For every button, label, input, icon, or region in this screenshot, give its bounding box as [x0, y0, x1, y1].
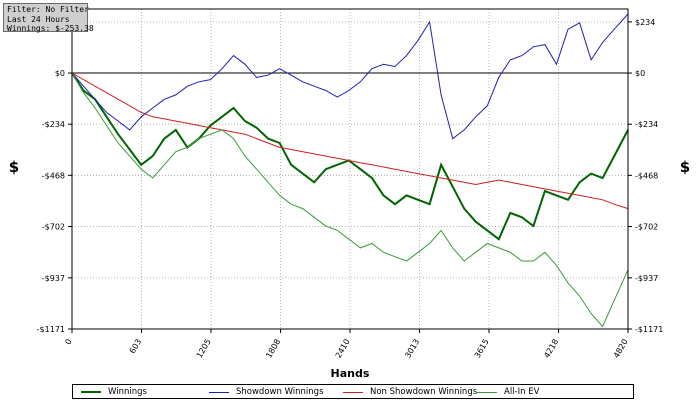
y-tick-label-right: -$702: [635, 222, 658, 231]
legend-swatch: [477, 391, 497, 393]
y-tick-label-right: -$468: [635, 171, 658, 180]
legend-item-non-showdown: Non Showdown Winnings: [343, 386, 477, 398]
legend-item-showdown: Showdown Winnings: [209, 386, 324, 398]
y-tick-label-left: -$468: [42, 171, 65, 180]
y-tick-label-right: -$1171: [635, 325, 663, 334]
y-tick-label-right: -$234: [635, 120, 658, 129]
series-lines: [71, 13, 629, 328]
filter-line: Filter: No Filter: [7, 5, 89, 14]
legend-item-winnings: Winnings: [81, 386, 147, 398]
legend-item-allin-ev: All-In EV: [477, 386, 539, 398]
legend-label: All-In EV: [504, 387, 540, 397]
legend-label: Non Showdown Winnings: [370, 387, 478, 397]
y-tick-label-left: $0: [55, 69, 65, 78]
chart-legend: Winnings Showdown Winnings Non Showdown …: [72, 384, 634, 399]
y-tick-label-left: -$702: [42, 222, 65, 231]
y-axis-label-left: $: [9, 158, 19, 176]
time-range-line: Last 24 Hours: [7, 14, 70, 24]
y-axis-label-right: $: [680, 158, 690, 176]
y-tick-label-left: -$234: [42, 120, 65, 129]
y-tick-label-right: $234: [635, 18, 655, 27]
legend-swatch: [81, 391, 101, 393]
series-line-showdown-winnings: [71, 13, 629, 140]
y-tick-label-left: -$1171: [37, 325, 65, 334]
y-tick-label-right: $0: [635, 69, 645, 78]
legend-swatch: [343, 391, 363, 393]
legend-label: Showdown Winnings: [236, 387, 324, 397]
winnings-summary-line: Winnings: $-253.38: [7, 24, 94, 34]
legend-label: Winnings: [108, 387, 147, 397]
x-axis-label: Hands: [331, 367, 370, 380]
series-line-non-showdown-winnings: [71, 72, 629, 210]
y-tick-label-right: -$937: [635, 274, 658, 283]
legend-swatch: [209, 391, 229, 393]
y-tick-label-left: -$937: [42, 274, 65, 283]
filter-info-box: Filter: No Filter Last 24 Hours Winnings…: [3, 3, 94, 34]
x-tick-label: 0: [63, 338, 73, 347]
series-line-all-in-ev: [71, 72, 629, 328]
